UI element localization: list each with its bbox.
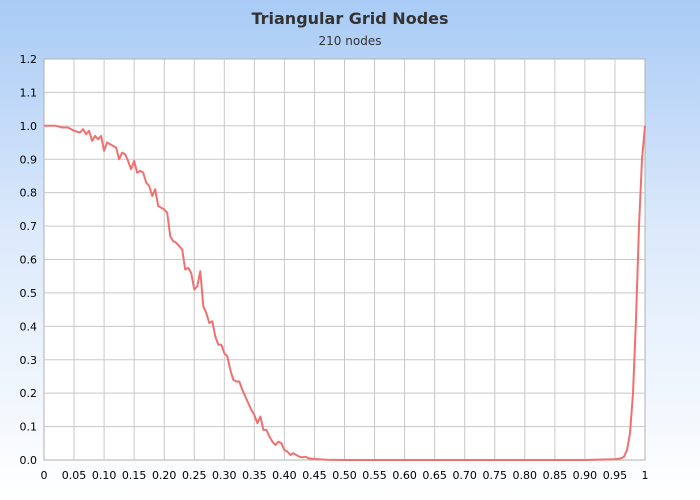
y-tick-label: 0.6 [20,254,38,267]
y-tick-label: 0.9 [20,153,38,166]
x-tick-label: 0.95 [603,469,628,482]
y-tick-label: 1.0 [20,120,38,133]
y-tick-label: 0.7 [20,220,38,233]
x-tick-label: 0.45 [302,469,327,482]
y-tick-label: 0.2 [20,387,38,400]
x-tick-label: 0.30 [212,469,237,482]
x-tick-label: 0.10 [92,469,117,482]
x-tick-label: 0.60 [392,469,417,482]
series-line [44,124,646,461]
x-tick-label: 0.35 [242,469,267,482]
tick-labels: 0 0.05 0.10 0.15 0.20 0.25 0.30 0.35 0.40 0.45 0.5… [20,53,649,482]
y-tick-label: 0.8 [20,187,38,200]
x-tick-label: 0.50 [332,469,357,482]
x-tick-label: 1 [642,469,649,482]
y-tick-label: 0.3 [20,354,38,367]
x-tick-label: 0.90 [573,469,598,482]
chart-subtitle: 210 nodes [319,34,382,48]
x-tick-label: 0 [41,469,48,482]
x-tick-label: 0.15 [122,469,147,482]
x-tick-label: 0.85 [543,469,568,482]
y-tick-label: 0.4 [20,320,38,333]
series-layer [44,124,646,461]
x-tick-label: 0.80 [513,469,538,482]
chart-title: Triangular Grid Nodes [251,9,448,28]
x-tick-label: 0.75 [483,469,508,482]
y-tick-label: 0.1 [20,421,38,434]
x-tick-label: 0.70 [452,469,477,482]
y-tick-label: 1.1 [20,86,38,99]
y-tick-label: 1.2 [20,53,38,66]
x-tick-label: 0.40 [272,469,297,482]
grid [44,59,645,460]
x-tick-label: 0.25 [182,469,207,482]
x-tick-label: 0.55 [362,469,387,482]
x-tick-label: 0.20 [152,469,177,482]
y-tick-label: 0.5 [20,287,38,300]
x-tick-label: 0.65 [422,469,447,482]
y-tick-label: 0.0 [20,454,38,467]
x-tick-label: 0.05 [62,469,87,482]
